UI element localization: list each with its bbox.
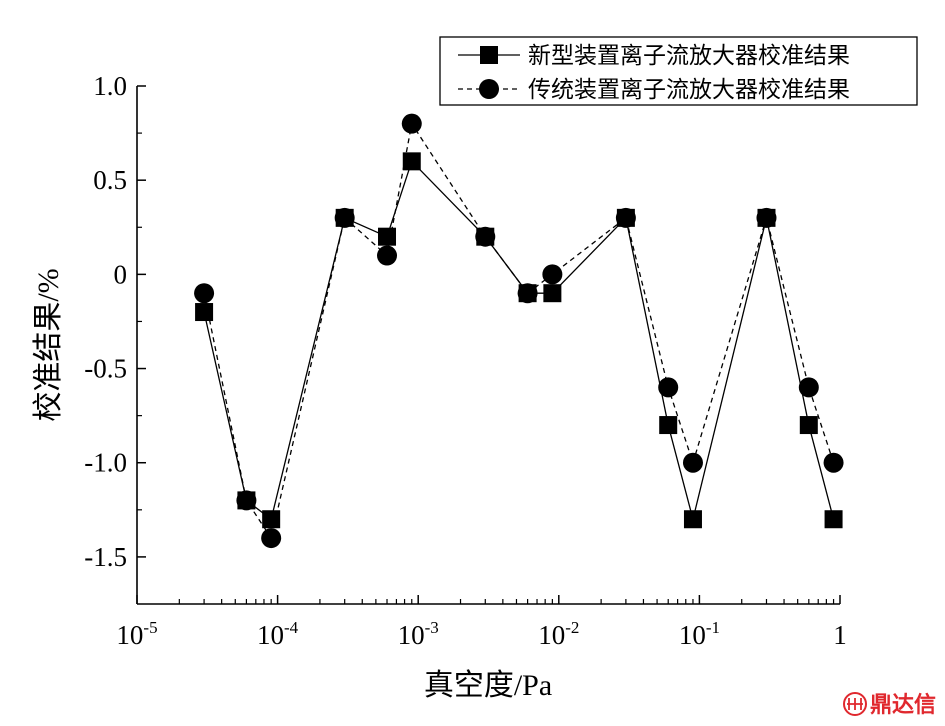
legend: 新型装置离子流放大器校准结果 传统装置离子流放大器校准结果 — [439, 36, 918, 106]
data-point-circle — [823, 452, 844, 473]
watermark: 鼎达信 — [843, 692, 936, 718]
data-point-circle — [542, 264, 563, 285]
y-tick-label: 1.0 — [93, 71, 127, 101]
data-point-square — [616, 208, 635, 227]
x-ticks: 10-5 10-4 10-3 10-2 10-1 1 — [116, 595, 847, 650]
data-point-square — [262, 510, 281, 529]
x-axis-title: 真空度/Pa — [424, 669, 552, 702]
x-tick-label: 10-4 — [257, 618, 299, 650]
data-point-square — [543, 284, 562, 303]
data-point-square — [683, 510, 702, 529]
data-point-square — [824, 510, 843, 529]
y-tick-label: -0.5 — [84, 354, 127, 384]
series-line-0 — [203, 160, 835, 521]
data-point-square — [757, 208, 776, 227]
y-ticks: 1.0 0.5 0 -0.5 -1.0 -1.5 — [84, 71, 146, 572]
watermark-logo-icon — [843, 692, 867, 716]
legend-label-new: 新型装置离子流放大器校准结果 — [528, 43, 850, 69]
data-point-square — [476, 227, 495, 246]
data-point-circle — [401, 113, 422, 134]
x-tick-label: 10-2 — [538, 618, 579, 650]
x-tick-label: 10-1 — [679, 618, 720, 650]
watermark-text: 鼎达信 — [870, 692, 936, 718]
data-point-square — [799, 416, 818, 435]
data-point-square — [518, 284, 537, 303]
data-point-square — [378, 227, 397, 246]
y-tick-label: 0 — [114, 259, 128, 289]
data-point-circle — [194, 283, 215, 304]
series-layer — [194, 113, 844, 549]
x-tick-label: 1 — [833, 620, 847, 650]
data-point-circle — [682, 452, 703, 473]
data-point-circle — [261, 528, 282, 549]
data-point-circle — [798, 377, 819, 398]
data-point-circle — [658, 377, 679, 398]
legend-box — [439, 36, 918, 106]
y-tick-label: -1.5 — [84, 542, 127, 572]
data-point-square — [402, 152, 421, 171]
x-tick-label: 10-3 — [398, 618, 439, 650]
y-tick-label: 0.5 — [93, 165, 127, 195]
y-tick-label: -1.0 — [84, 448, 127, 478]
data-point-circle — [377, 245, 398, 266]
y-axis-title: 校准结果/% — [32, 268, 65, 421]
data-point-square — [335, 208, 354, 227]
legend-label-traditional: 传统装置离子流放大器校准结果 — [528, 77, 850, 103]
data-point-square — [237, 491, 256, 510]
x-tick-label: 10-5 — [116, 618, 157, 650]
legend-marker-traditional — [479, 79, 499, 99]
legend-marker-new — [480, 46, 498, 64]
data-point-square — [195, 303, 214, 322]
watermark-logo-mark-icon — [847, 698, 863, 710]
axes — [136, 86, 840, 605]
data-point-square — [659, 416, 678, 435]
